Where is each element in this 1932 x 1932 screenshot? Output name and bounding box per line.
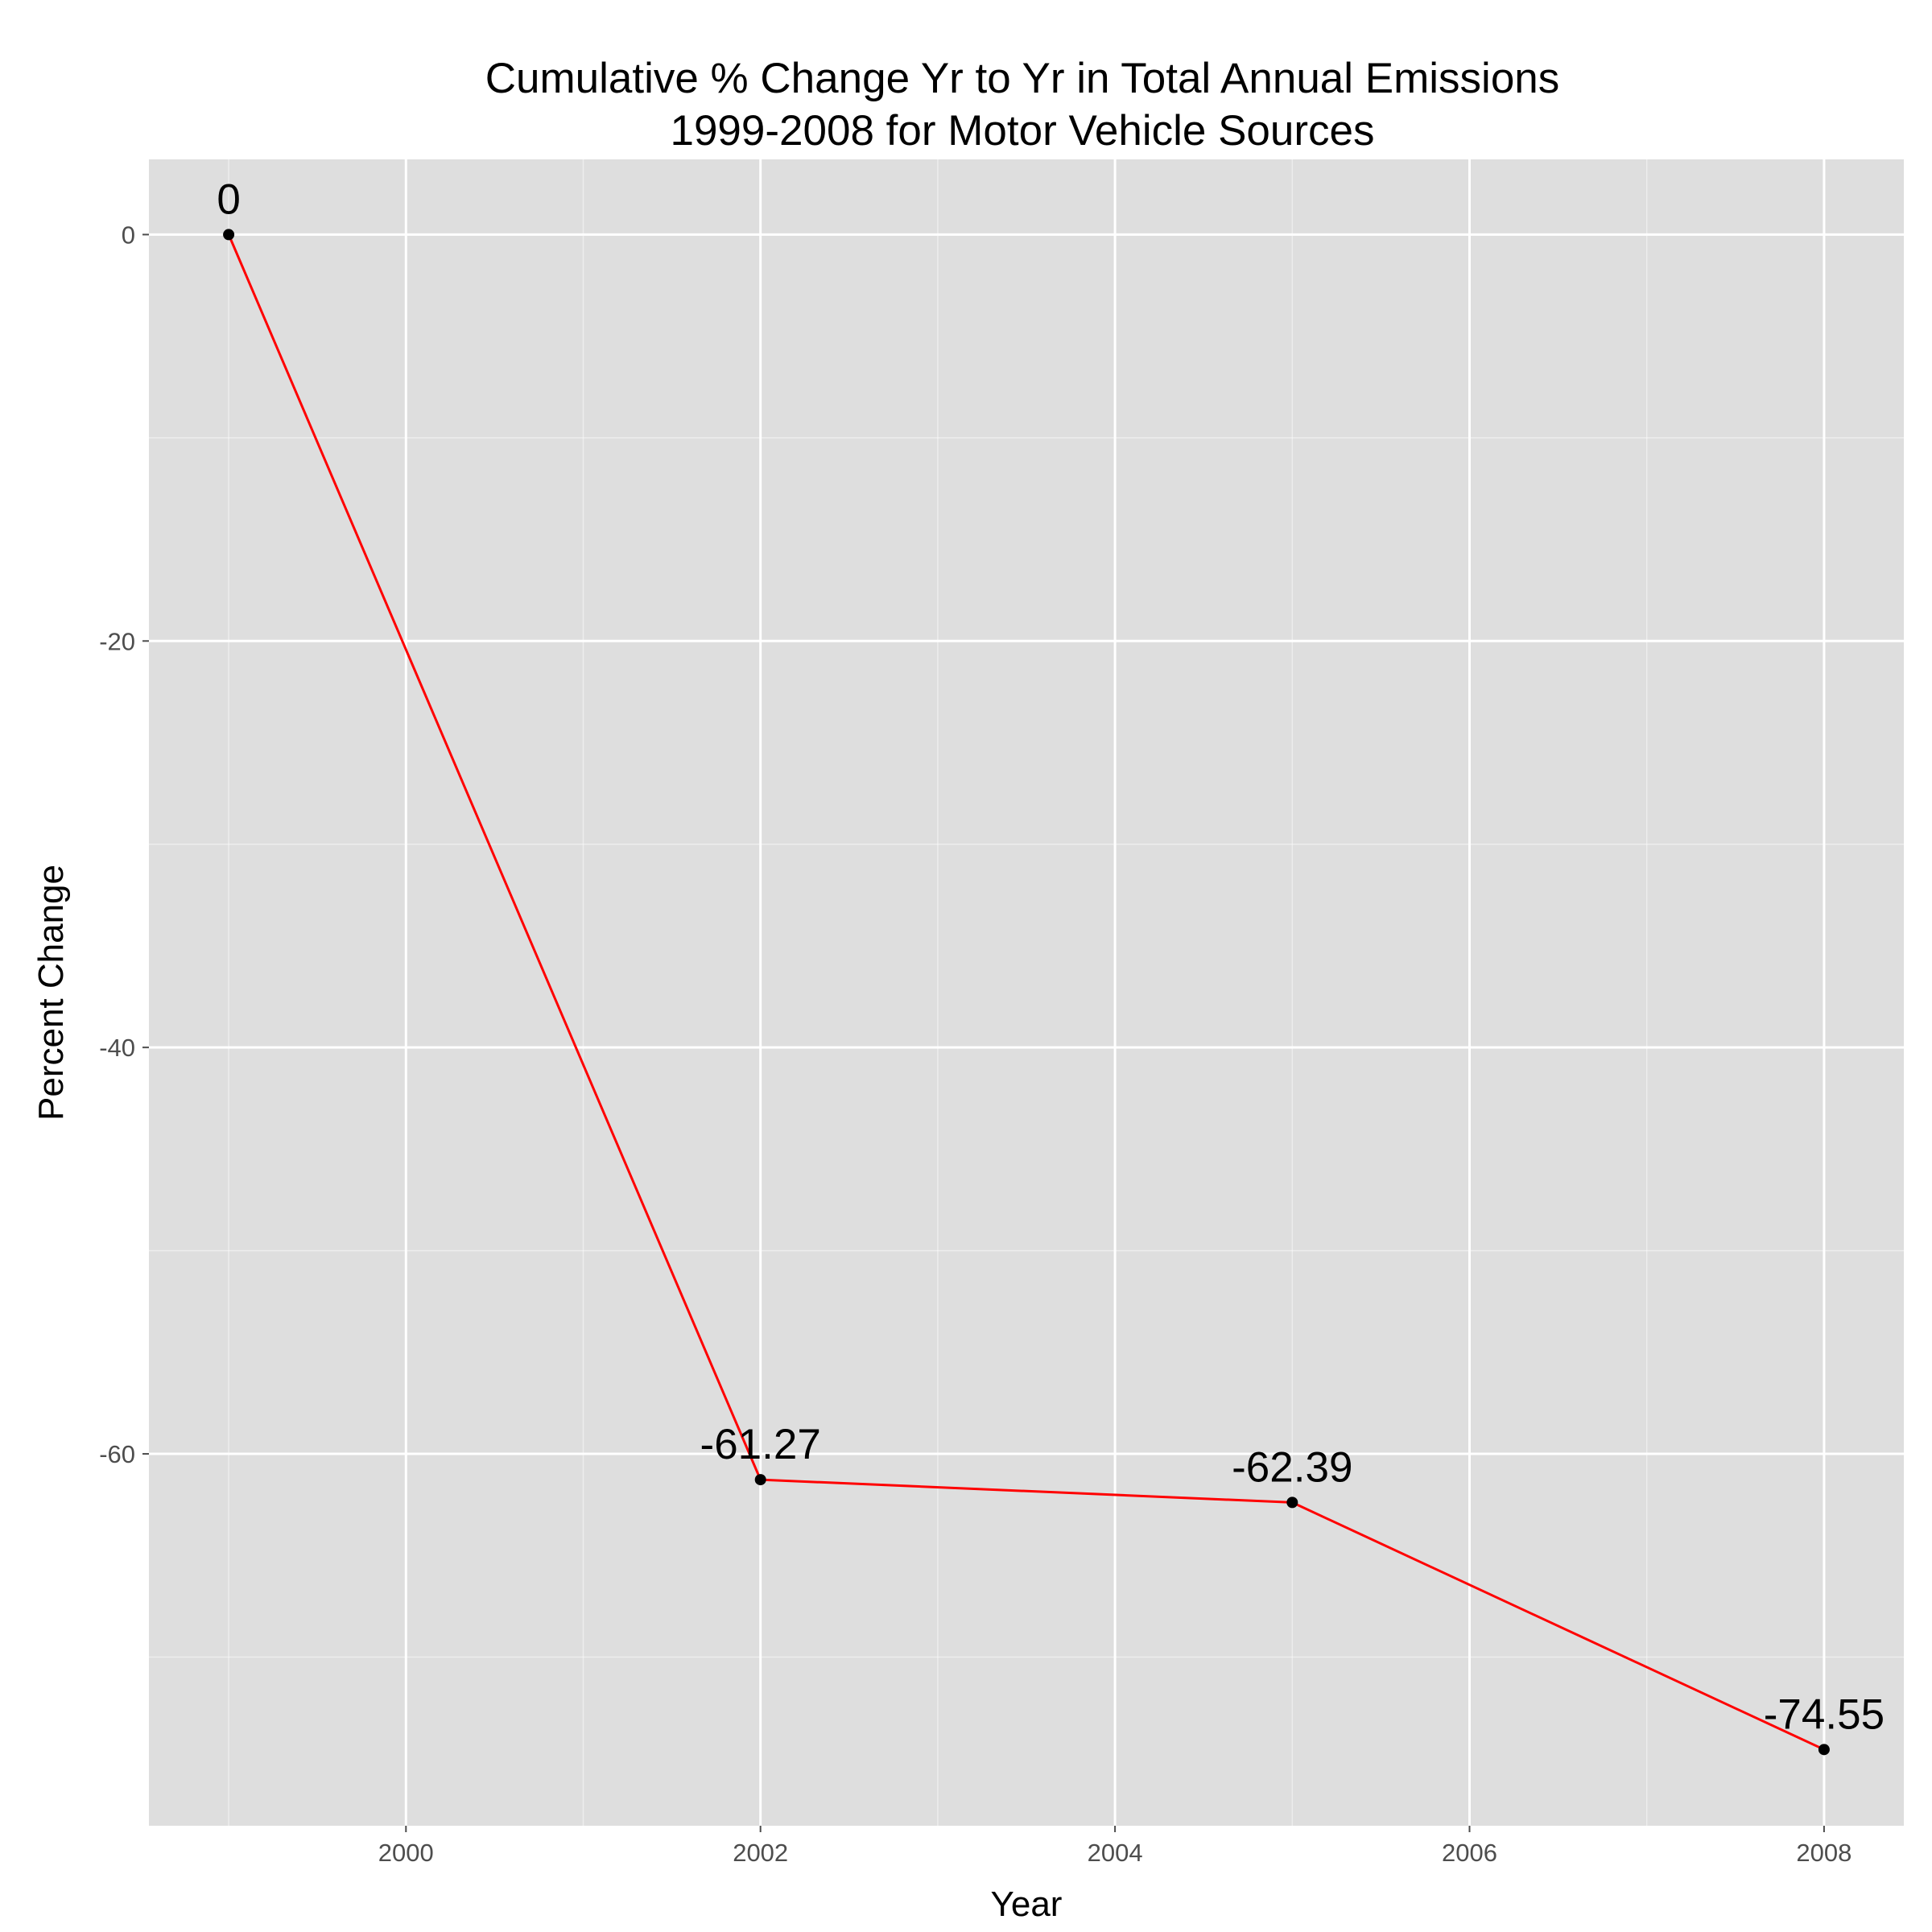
- x-axis-title: Year: [991, 1885, 1063, 1924]
- points-layer: [223, 229, 1830, 1756]
- data-label: -61.27: [700, 1421, 821, 1468]
- minor-gridlines: [149, 159, 1904, 1826]
- y-tick-label: -60: [99, 1440, 135, 1468]
- y-tick-label: -40: [99, 1034, 135, 1062]
- data-label: -74.55: [1764, 1690, 1885, 1738]
- chart-subtitle: 1999-2008 for Motor Vehicle Sources: [670, 107, 1374, 155]
- series-layer: [227, 233, 1825, 1751]
- data-point: [1818, 1744, 1830, 1756]
- data-label: -62.39: [1232, 1443, 1352, 1491]
- data-point: [1286, 1496, 1298, 1509]
- data-point: [754, 1474, 766, 1486]
- x-tick-label: 2006: [1442, 1839, 1497, 1867]
- series-line: [227, 233, 1825, 1751]
- major-gridlines: [149, 159, 1904, 1826]
- y-tick-label: -20: [99, 627, 135, 655]
- chart-title: Cumulative % Change Yr to Yr in Total An…: [485, 55, 1560, 102]
- axis-ticks: [142, 233, 1825, 1832]
- data-point: [223, 229, 235, 241]
- x-tick-label: 2002: [733, 1839, 788, 1867]
- plot-panel: [149, 159, 1904, 1826]
- data-label: 0: [217, 175, 240, 223]
- data-labels-layer: 0 -61.27 -62.39 -74.55: [217, 175, 1885, 1738]
- x-tick-label: 2000: [378, 1839, 434, 1867]
- x-tick-label: 2004: [1088, 1839, 1143, 1867]
- y-axis-tick-labels: 0 -20 -40 -60: [99, 221, 135, 1468]
- y-tick-label: 0: [122, 221, 135, 249]
- x-tick-label: 2008: [1796, 1839, 1852, 1867]
- y-axis-title: Percent Change: [31, 865, 71, 1121]
- x-axis-tick-labels: 2000 2002 2004 2006 2008: [378, 1839, 1852, 1867]
